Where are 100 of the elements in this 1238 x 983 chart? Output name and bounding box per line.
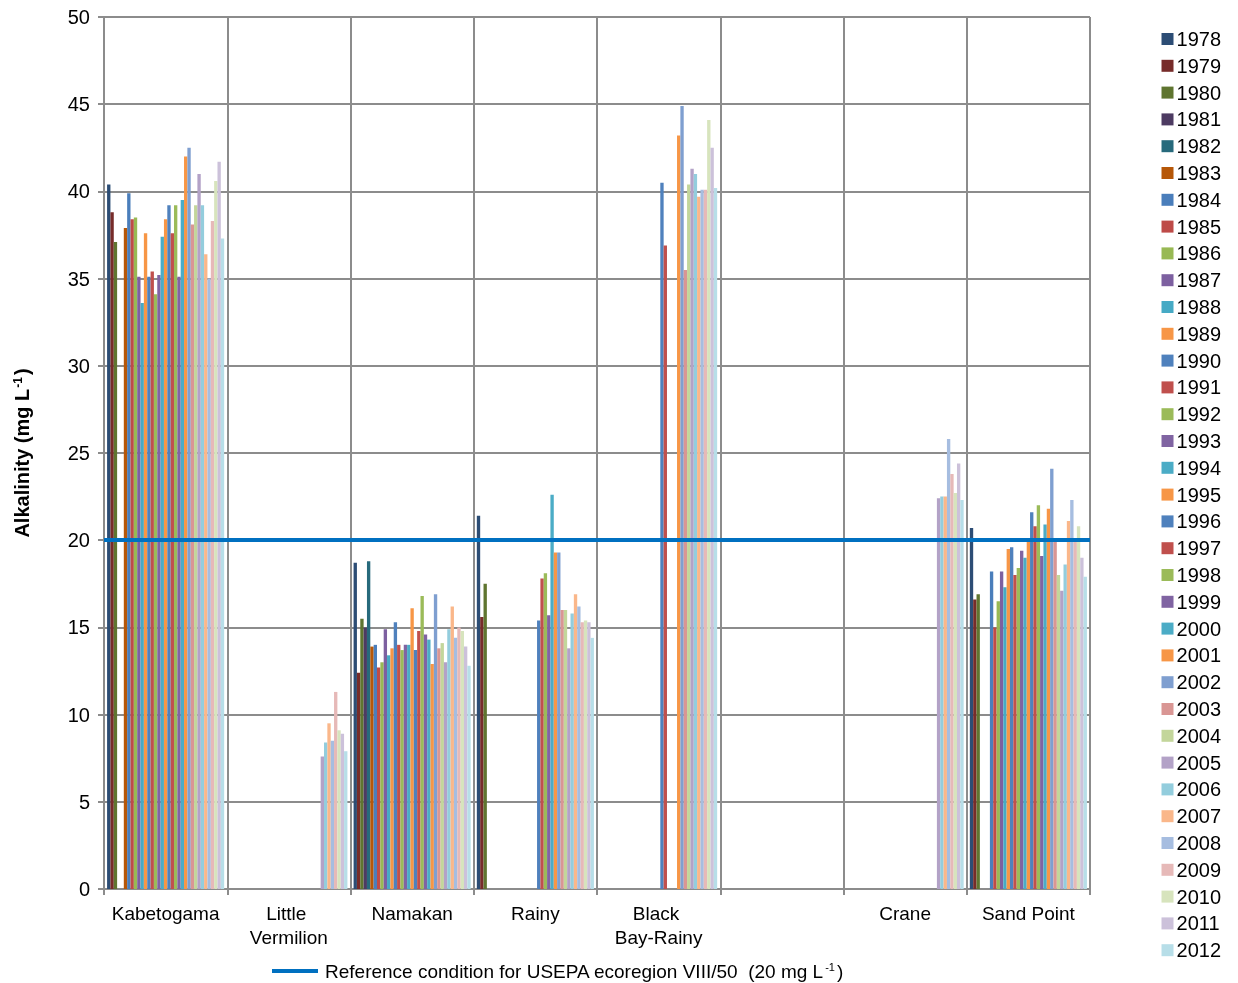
bar [690, 168, 694, 889]
legend-label: 2002 [1176, 671, 1222, 694]
legend-label: 1993 [1176, 430, 1222, 452]
y-tick-label: 15 [67, 616, 90, 639]
bar [580, 622, 584, 889]
bar [137, 276, 141, 889]
bar [590, 637, 594, 889]
bar [437, 648, 441, 889]
bar [1006, 548, 1010, 889]
legend-label: 1986 [1176, 242, 1222, 265]
bar [450, 606, 454, 889]
legend-label: 2012 [1176, 939, 1222, 962]
bar [463, 646, 468, 889]
bar [337, 730, 341, 889]
legend-label: 1991 [1176, 376, 1222, 399]
legend-label: 2011 [1176, 912, 1220, 935]
y-tick-label: 10 [67, 703, 90, 726]
legend-label: 1979 [1176, 54, 1222, 77]
legend-label: 1984 [1176, 188, 1222, 211]
legend-label: 1987 [1176, 269, 1222, 292]
bar [996, 601, 1000, 889]
bar [483, 583, 487, 889]
bar [366, 561, 371, 889]
bar [1013, 575, 1017, 889]
legend-label: 1995 [1176, 483, 1222, 506]
bar [363, 627, 367, 889]
bar [700, 189, 704, 889]
bar [187, 147, 191, 889]
y-tick-label: 50 [67, 6, 90, 28]
bar [423, 634, 428, 889]
bar [417, 630, 421, 889]
bar [567, 648, 571, 889]
legend-label: 1997 [1176, 537, 1222, 560]
x-tick-label: Crane [879, 902, 931, 924]
bar [1003, 587, 1007, 889]
bar [453, 637, 458, 889]
legend-label: 2000 [1176, 617, 1222, 640]
bar [344, 751, 348, 889]
bar [993, 627, 997, 889]
y-tick-label: 20 [67, 529, 90, 552]
bar [710, 147, 714, 889]
bar [197, 173, 201, 889]
bar [960, 500, 964, 889]
bar [167, 205, 171, 889]
bar [1020, 550, 1024, 889]
bar [380, 662, 384, 889]
bar [383, 629, 388, 889]
bar [360, 618, 364, 889]
legend-label: 1998 [1176, 564, 1222, 586]
bar [1063, 564, 1067, 889]
bar [1016, 568, 1021, 889]
bar [443, 662, 448, 889]
legend-label: 1980 [1176, 81, 1222, 104]
x-tick-label: Namakan [371, 902, 453, 924]
bar [440, 643, 444, 889]
bar [340, 733, 345, 889]
bar [587, 622, 591, 889]
bar [570, 613, 574, 889]
bar [433, 594, 438, 889]
legend-label: 1988 [1176, 296, 1222, 318]
bar [543, 573, 548, 889]
y-tick-label: 40 [67, 180, 90, 203]
bar [147, 276, 151, 889]
legend-label: 1992 [1176, 403, 1222, 426]
bar [550, 494, 554, 889]
bar [1023, 557, 1027, 889]
legend-label: 1999 [1176, 590, 1222, 613]
y-tick-label: 0 [78, 878, 90, 900]
y-axis-title: Alkalinity (mg L-1) [11, 368, 33, 538]
bar [427, 639, 431, 889]
y-tick-label: 35 [67, 267, 90, 290]
y-tick-label: 25 [67, 442, 90, 464]
bar [573, 594, 578, 889]
bar [177, 276, 181, 889]
bar [950, 473, 954, 889]
bar [563, 609, 568, 889]
bar [400, 650, 404, 889]
bar [334, 691, 338, 889]
bar [557, 552, 561, 889]
bar [1083, 576, 1087, 889]
legend-label: 1989 [1176, 322, 1222, 345]
legend-label: 1990 [1176, 349, 1222, 372]
x-tick-label: Kabetogama [111, 902, 220, 924]
y-tick-label: 30 [67, 354, 90, 377]
bar [217, 161, 221, 889]
bar [353, 562, 357, 889]
bar [537, 620, 541, 889]
bar [467, 665, 471, 889]
legend-label: 1985 [1176, 215, 1222, 238]
bar [430, 664, 434, 889]
legend-label: 2009 [1176, 858, 1222, 881]
bar [577, 606, 581, 889]
bar [560, 609, 564, 889]
legend-label: 1994 [1176, 456, 1222, 479]
legend-label: 2004 [1176, 724, 1222, 747]
bar [680, 105, 684, 889]
legend-label: 1978 [1176, 28, 1222, 50]
legend-label: 2007 [1176, 805, 1222, 828]
bar [390, 648, 394, 889]
x-tick-label: Sand Point [981, 902, 1076, 924]
